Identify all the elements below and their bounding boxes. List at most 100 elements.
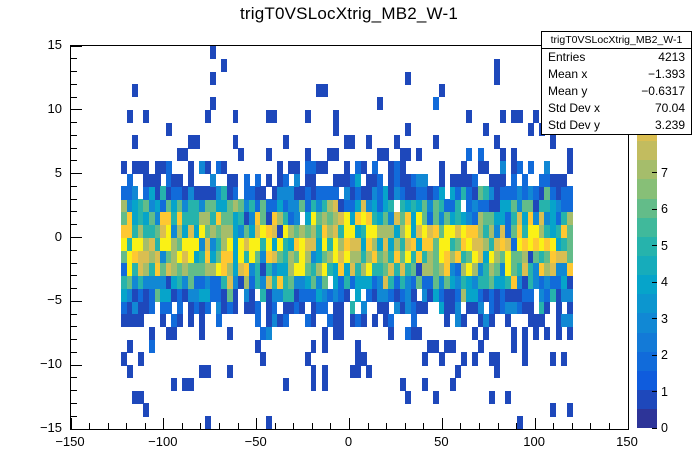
histogram-bin [405,390,412,404]
histogram-bin [249,199,256,213]
palette-segment [637,408,657,429]
histogram-bin [511,275,517,289]
histogram-bin [143,224,150,238]
histogram-bin [148,211,155,226]
histogram-bin [433,263,440,277]
histogram-bin [355,263,362,277]
histogram-bin [271,237,278,251]
histogram-bin [488,173,495,187]
histogram-bin [293,224,300,238]
histogram-bin [522,186,529,200]
histogram-bin [360,301,367,315]
histogram-bin [126,109,133,123]
histogram-bin [433,275,440,289]
histogram-bin [316,211,323,226]
histogram-bin [121,160,128,175]
histogram-bin [444,211,451,226]
histogram-bin [143,263,150,277]
histogram-bin [382,224,389,238]
histogram-bin [416,275,423,289]
stats-value: 3.239 [654,118,685,132]
histogram-bin [438,352,445,366]
histogram-bin [321,288,328,302]
histogram-bin [332,314,339,328]
histogram-bin [343,160,350,175]
histogram-bin [310,160,317,175]
histogram-bin [182,263,189,277]
histogram-bin [477,339,484,353]
z-tick [652,427,657,429]
histogram-bin [399,237,406,251]
histogram-bin [204,288,211,302]
z-tick-label: 7 [661,165,668,180]
histogram-bin [160,301,167,315]
histogram-bin [538,250,545,264]
histogram-bin [355,211,362,226]
histogram-bin [433,199,440,213]
histogram-bin [394,237,401,251]
histogram-bin [343,263,350,277]
histogram-bin [327,314,334,328]
histogram-bin [321,377,328,392]
stats-value: 4213 [658,50,685,64]
histogram-bin [288,224,295,238]
histogram-bin [388,288,395,302]
histogram-bin [321,199,328,213]
histogram-bin [544,186,551,200]
histogram-bin [355,199,362,213]
histogram-bin [165,250,172,264]
histogram-bin [371,224,378,238]
histogram-bin [371,288,378,302]
histogram-bin [566,275,573,289]
histogram-bin [121,211,128,226]
histogram-bin [566,301,573,315]
z-tick-label: 4 [661,275,668,290]
histogram-bin [121,275,128,289]
histogram-bin [132,160,139,175]
histogram-bin [238,237,245,251]
histogram-bin [210,263,217,277]
histogram-bin [550,275,556,289]
histogram-bin [221,288,228,302]
histogram-bin [165,186,172,200]
histogram-bin [204,275,211,289]
histogram-bin [304,224,311,238]
histogram-bin [187,250,194,264]
histogram-bin [444,250,451,264]
histogram-bin [154,275,161,289]
histogram-bin [421,211,428,226]
histogram-bin [377,288,384,302]
histogram-bin [438,263,445,277]
histogram-bin [210,288,217,302]
histogram-bin [316,288,323,302]
histogram-bin [126,301,133,315]
histogram-bin [277,186,284,200]
histogram-bin [460,224,467,238]
stats-value: 70.04 [654,101,685,115]
histogram-bin [199,211,206,226]
histogram-bin [265,288,272,302]
histogram-bin [355,275,362,289]
histogram-bin [187,301,194,315]
histogram-bin [527,186,534,200]
histogram-bin [511,148,517,162]
histogram-bin [293,199,300,213]
histogram-bin [137,224,144,238]
y-tick-label: −5 [47,292,62,308]
histogram-bin [499,275,506,289]
histogram-bin [171,288,178,302]
histogram-bin [527,199,534,213]
histogram-bin [343,275,350,289]
histogram-bin [433,97,440,111]
histogram-bin [394,135,401,149]
histogram-bin [187,199,194,213]
histogram-bin [499,199,506,213]
histogram-bin [232,186,239,200]
histogram-bin [421,301,428,315]
histogram-bin [405,148,412,162]
histogram-bin [566,263,573,277]
histogram-bin [488,199,495,213]
histogram-bin [304,160,311,175]
histogram-bin [126,288,133,302]
histogram-bin [371,250,378,264]
